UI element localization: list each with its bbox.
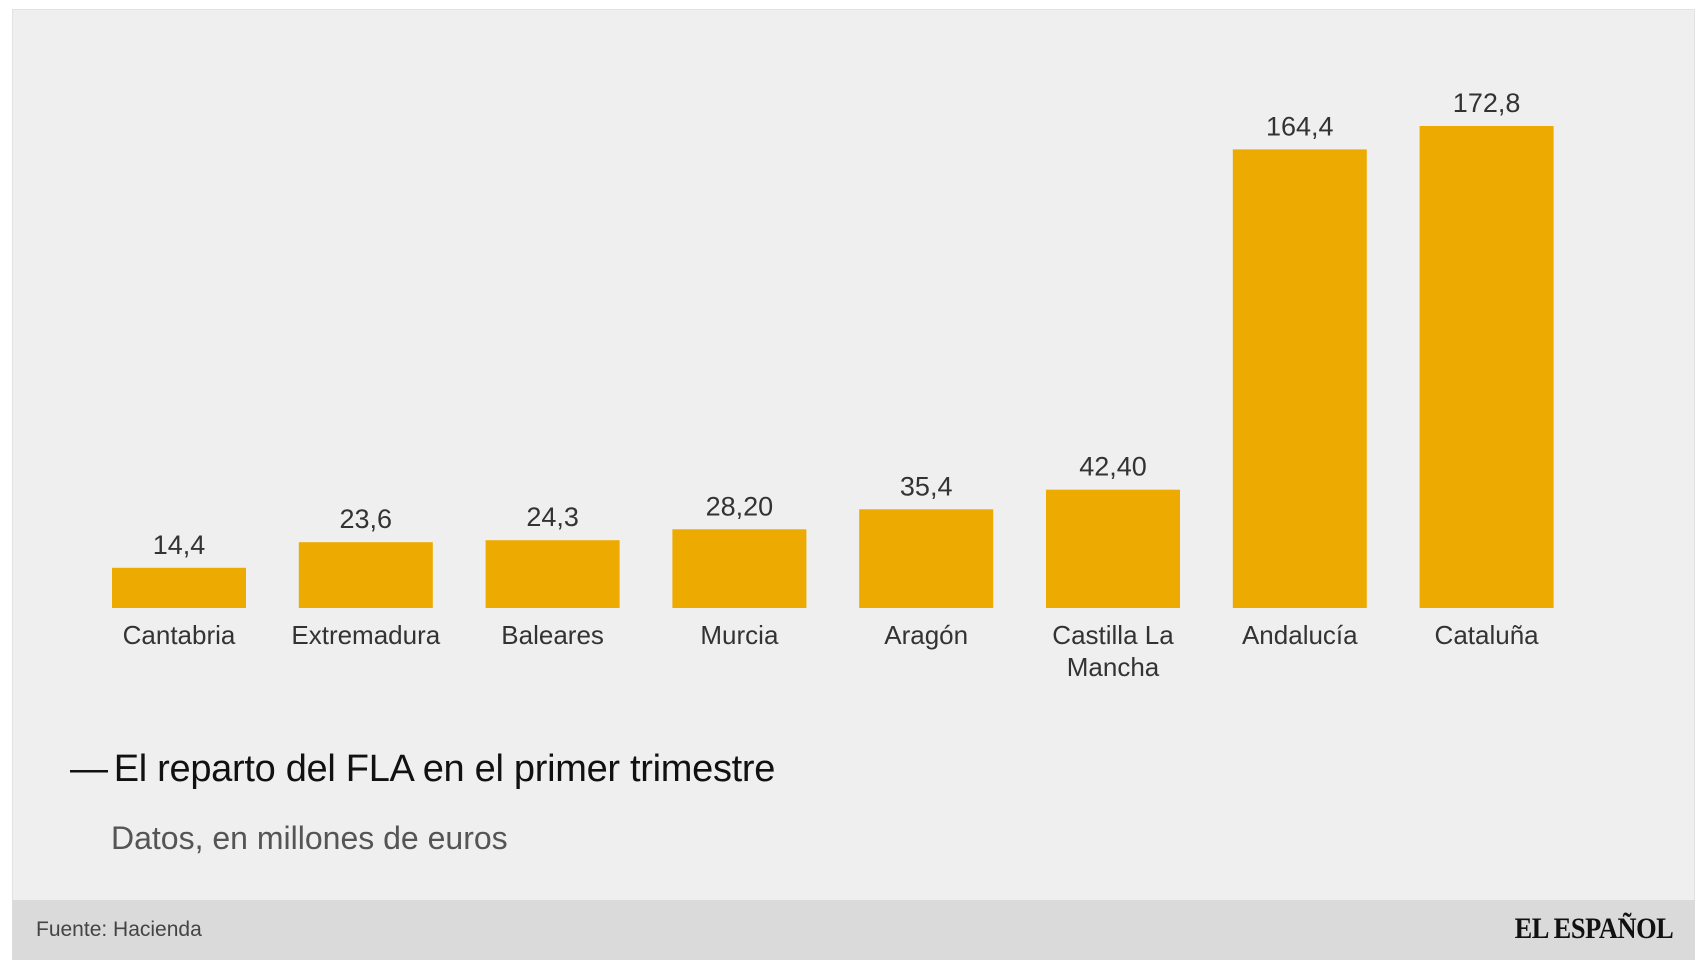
category-label: Andalucía [1242,620,1358,650]
title-text: El reparto del FLA en el primer trimestr… [113,748,776,790]
bar [298,542,433,608]
bar [672,529,807,608]
category-label: Baleares [501,620,604,650]
bar-value-label: 42,40 [1079,452,1147,482]
bar-value-label: 23,6 [340,504,393,534]
chart-title: — El reparto del FLA en el primer trimest… [70,748,775,791]
bar-value-label: 164,4 [1266,111,1334,141]
bar [859,509,994,608]
category-label: Mancha [1067,652,1160,682]
category-label: Aragón [884,620,968,650]
footer-bar: Fuente: Hacienda EL ESPAÑOL [12,900,1695,960]
bar-value-label: 172,8 [1453,88,1521,118]
bar-value-label: 14,4 [153,530,206,560]
brand-logo: EL ESPAÑOL [1514,912,1673,945]
bar [1419,126,1554,608]
bar-chart: 14,4 Cantabria 23,6 Extremadura 24,3 Baleares… [112,88,1554,682]
category-label: Cataluña [1435,620,1540,650]
chart-subtitle: Datos, en millones de euros [111,820,508,856]
source-note: Fuente: Hacienda [36,918,202,941]
category-label: Extremadura [291,620,440,650]
category-label: Murcia [700,620,779,650]
bar [485,540,620,608]
bar [1046,489,1180,608]
bar [1232,149,1367,608]
title-dash: — [70,748,108,790]
bar [112,567,246,608]
bar-value-label: 24,3 [526,502,579,532]
category-label: Castilla La [1052,620,1174,650]
category-label: Cantabria [123,620,236,650]
bar-value-label: 28,20 [706,491,774,521]
chart-card [12,9,1695,960]
bar-value-label: 35,4 [900,471,953,501]
